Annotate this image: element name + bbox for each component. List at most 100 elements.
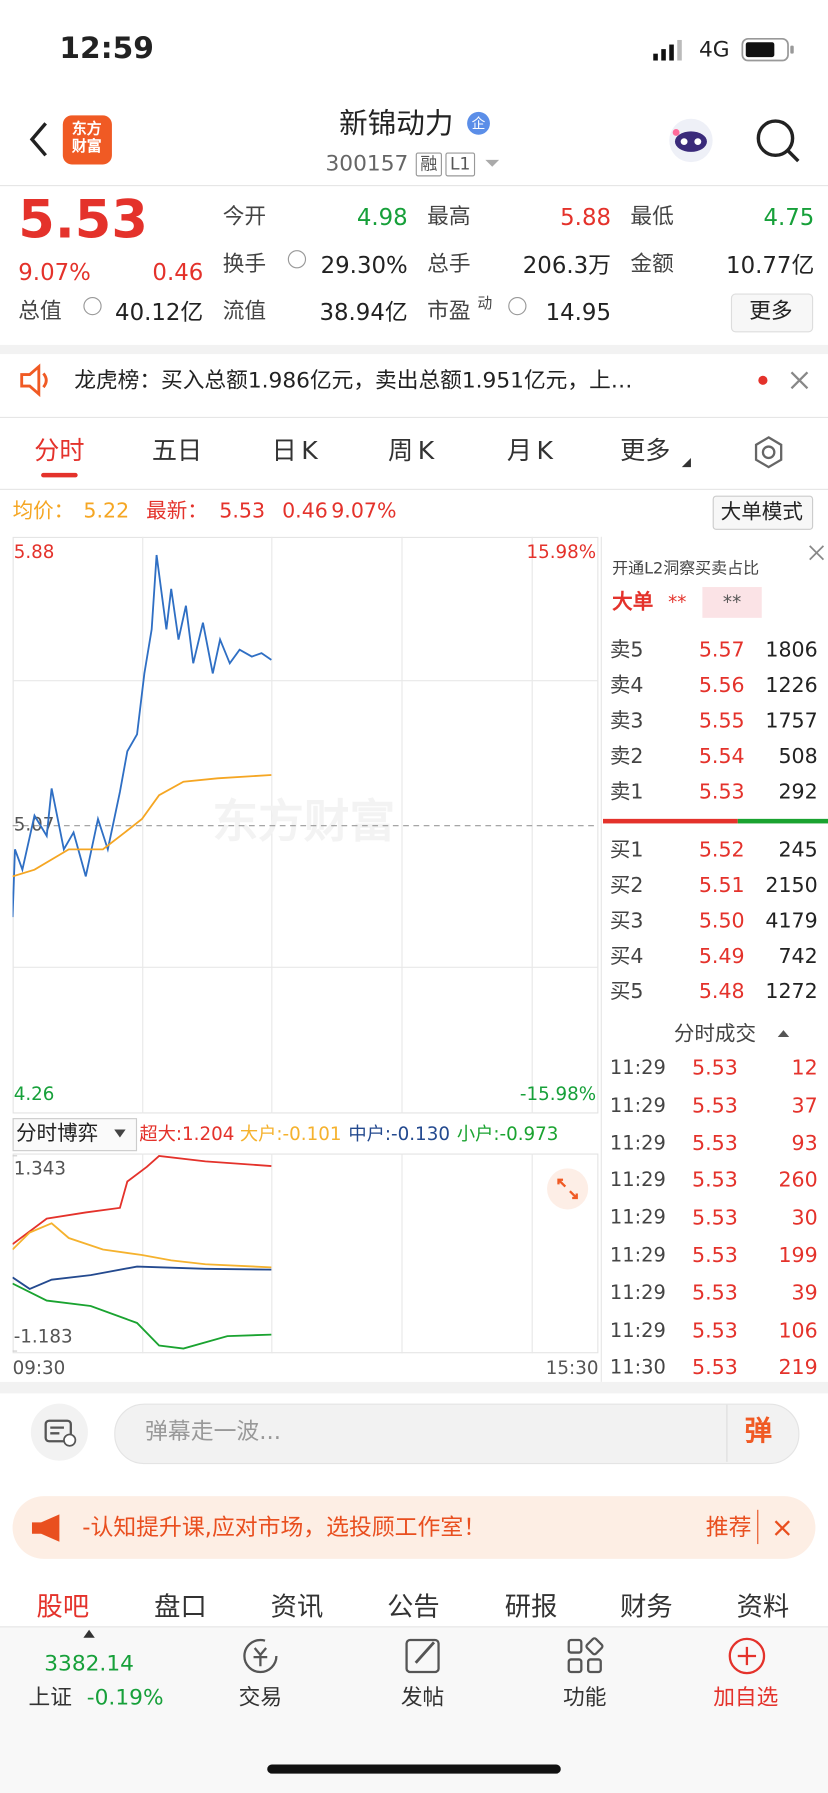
masked-value: ** [722,591,742,614]
index-value: 3382.14 [44,1650,134,1676]
trade-icon[interactable] [238,1635,284,1676]
trade-price: 5.53 [692,1131,738,1156]
trade-time: 11:29 [609,1206,666,1230]
back-button[interactable] [23,116,57,162]
megaphone-icon [31,1514,60,1542]
nav-item[interactable]: 交易 [238,1685,283,1711]
tab[interactable]: 更多 [620,437,671,466]
trades-title: 分时成交 [673,1022,757,1047]
nav-item[interactable]: 加自选 [713,1685,779,1711]
tab[interactable]: 五日 [151,437,203,466]
level-label: 买2 [609,873,644,898]
trade-price: 5.53 [692,1356,738,1381]
comment-placeholder[interactable]: 弹幕走一波... [145,1417,282,1445]
level-price: 5.55 [698,709,745,734]
level-volume: 508 [778,744,818,769]
info-icon[interactable] [287,250,307,269]
function-icon[interactable] [564,1635,605,1676]
tab[interactable]: 分时 [34,437,85,466]
chart-frame [12,1153,599,1354]
y-tick-label: 1.343 [14,1158,66,1179]
trade-time: 11:29 [609,1281,666,1305]
series-line [12,1282,272,1350]
level-volume: 2150 [765,873,818,898]
close-promo[interactable] [807,544,825,562]
unread-dot [758,375,768,385]
bottom-tab[interactable]: 财务 [620,1592,673,1623]
series-line [12,774,272,878]
post-icon[interactable] [402,1635,443,1676]
bottom-tab[interactable]: 研报 [504,1592,558,1623]
close-banner[interactable] [773,1519,791,1537]
level-price: 5.52 [698,838,745,863]
level-price: 5.54 [698,744,745,769]
banner-link[interactable]: 推荐 [705,1513,752,1541]
bottom-tab[interactable]: 股吧 [36,1592,90,1623]
legend-entry: 中户:-0.130 [348,1122,450,1145]
legend-entry: 超大:1.204 [139,1122,235,1145]
bottom-tab[interactable]: 公告 [387,1592,440,1623]
level-price: 5.56 [698,673,745,698]
info-icon[interactable] [83,296,102,316]
stat-label: 最低 [630,203,674,229]
level-label: 卖4 [609,673,644,698]
avg-label: 均价： [12,499,75,524]
add-watchlist-icon[interactable] [726,1635,767,1676]
trade-price: 5.53 [692,1093,738,1118]
stat-label: 市盈 [427,298,471,324]
danmaku-toggle[interactable] [30,1402,89,1461]
bottom-tab[interactable]: 资料 [736,1592,790,1623]
index-name: 上证 [28,1685,72,1711]
trade-price: 5.53 [692,1243,738,1268]
more-button-box[interactable] [730,293,814,333]
change-percent: 9.07% [18,258,91,286]
expand-button[interactable] [546,1167,589,1210]
close-notice[interactable] [789,370,810,391]
tab[interactable]: 周K [388,437,439,466]
level-price: 5.50 [698,909,745,934]
trade-volume: 39 [791,1281,818,1306]
level-volume: 1806 [765,638,818,663]
nav-item[interactable]: 发帖 [400,1685,445,1711]
tab[interactable]: 月K [506,437,558,466]
danmaku-button[interactable]: 弹 [744,1415,773,1448]
y2-tick-label: 15.98% [527,542,597,563]
level-label: 买3 [609,909,644,934]
nav-item[interactable]: 功能 [563,1685,607,1711]
comment-input[interactable] [114,1403,800,1465]
robot-avatar[interactable] [667,116,715,164]
trade-price: 5.53 [692,1281,738,1306]
series-line [12,554,272,918]
trade-time: 11:29 [609,1319,666,1343]
bottom-tab[interactable]: 盘口 [154,1592,207,1623]
level-volume: 245 [778,838,818,863]
change-amount: 0.46 [152,258,204,286]
trade-time: 11:29 [609,1056,666,1080]
flow-title[interactable]: 分时博弈 [15,1121,99,1146]
level-volume: 1272 [765,979,818,1004]
flow-dropdown[interactable] [114,1129,126,1139]
badge-circle [467,111,490,135]
tab[interactable]: 日K [271,437,323,466]
last-price: 5.53 [18,188,148,251]
stock-badge: 融 [415,152,442,177]
flow-chart: -1.183 1.343 [12,1153,599,1354]
more-button[interactable]: 更多 [749,298,793,324]
mode-button-box[interactable] [712,495,814,530]
search-button[interactable] [754,116,802,164]
stat-label: 流值 [222,298,267,324]
l2-promo[interactable]: 开通L2洞察买卖占比 [612,559,760,578]
bottom-tab[interactable]: 资讯 [270,1592,324,1623]
notice-text[interactable]: 龙虎榜：买入总额1.986亿元，卖出总额1.951亿元，上… [74,368,633,394]
stat-label: 金额 [630,251,674,277]
settings-button[interactable] [751,435,785,469]
promo-banner[interactable] [12,1496,816,1559]
level-volume: 1757 [765,709,818,734]
trades-sort-icon[interactable] [777,1028,791,1039]
mode-button[interactable]: 大单模式 [720,500,803,525]
info-icon[interactable] [508,296,527,316]
banner-text[interactable]: -认知提升课,应对市场，选投顾工作室！ [82,1513,487,1541]
stat-value: 10.77亿 [726,251,815,279]
flow-title-box[interactable] [12,1118,138,1152]
dropdown-icon[interactable] [484,158,500,169]
